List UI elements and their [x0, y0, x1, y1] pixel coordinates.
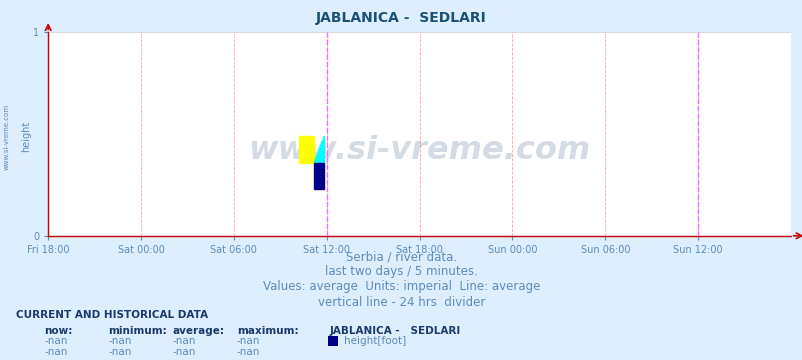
Text: -nan: -nan [237, 347, 260, 357]
Text: Serbia / river data.: Serbia / river data. [346, 250, 456, 263]
Text: height: height [22, 121, 31, 152]
Text: average:: average: [172, 326, 225, 336]
Text: -nan: -nan [172, 347, 196, 357]
Text: -nan: -nan [237, 336, 260, 346]
Text: last two days / 5 minutes.: last two days / 5 minutes. [325, 265, 477, 278]
Text: www.si-vreme.com: www.si-vreme.com [3, 104, 10, 170]
Text: height[foot]: height[foot] [343, 336, 406, 346]
Text: CURRENT AND HISTORICAL DATA: CURRENT AND HISTORICAL DATA [16, 310, 208, 320]
Text: Values: average  Units: imperial  Line: average: Values: average Units: imperial Line: av… [262, 280, 540, 293]
Text: -nan: -nan [44, 336, 67, 346]
Text: minimum:: minimum: [108, 326, 167, 336]
Text: JABLANICA -  SEDLARI: JABLANICA - SEDLARI [316, 11, 486, 25]
Text: JABLANICA -   SEDLARI: JABLANICA - SEDLARI [329, 326, 460, 336]
Text: now:: now: [44, 326, 72, 336]
Text: www.si-vreme.com: www.si-vreme.com [248, 135, 590, 166]
Text: -nan: -nan [44, 347, 67, 357]
Polygon shape [314, 136, 324, 163]
Text: vertical line - 24 hrs  divider: vertical line - 24 hrs divider [318, 296, 484, 309]
Bar [298, 136, 314, 163]
Text: -nan: -nan [172, 336, 196, 346]
Text: -nan: -nan [108, 336, 132, 346]
Bar [314, 163, 324, 189]
Text: maximum:: maximum: [237, 326, 298, 336]
Text: -nan: -nan [108, 347, 132, 357]
